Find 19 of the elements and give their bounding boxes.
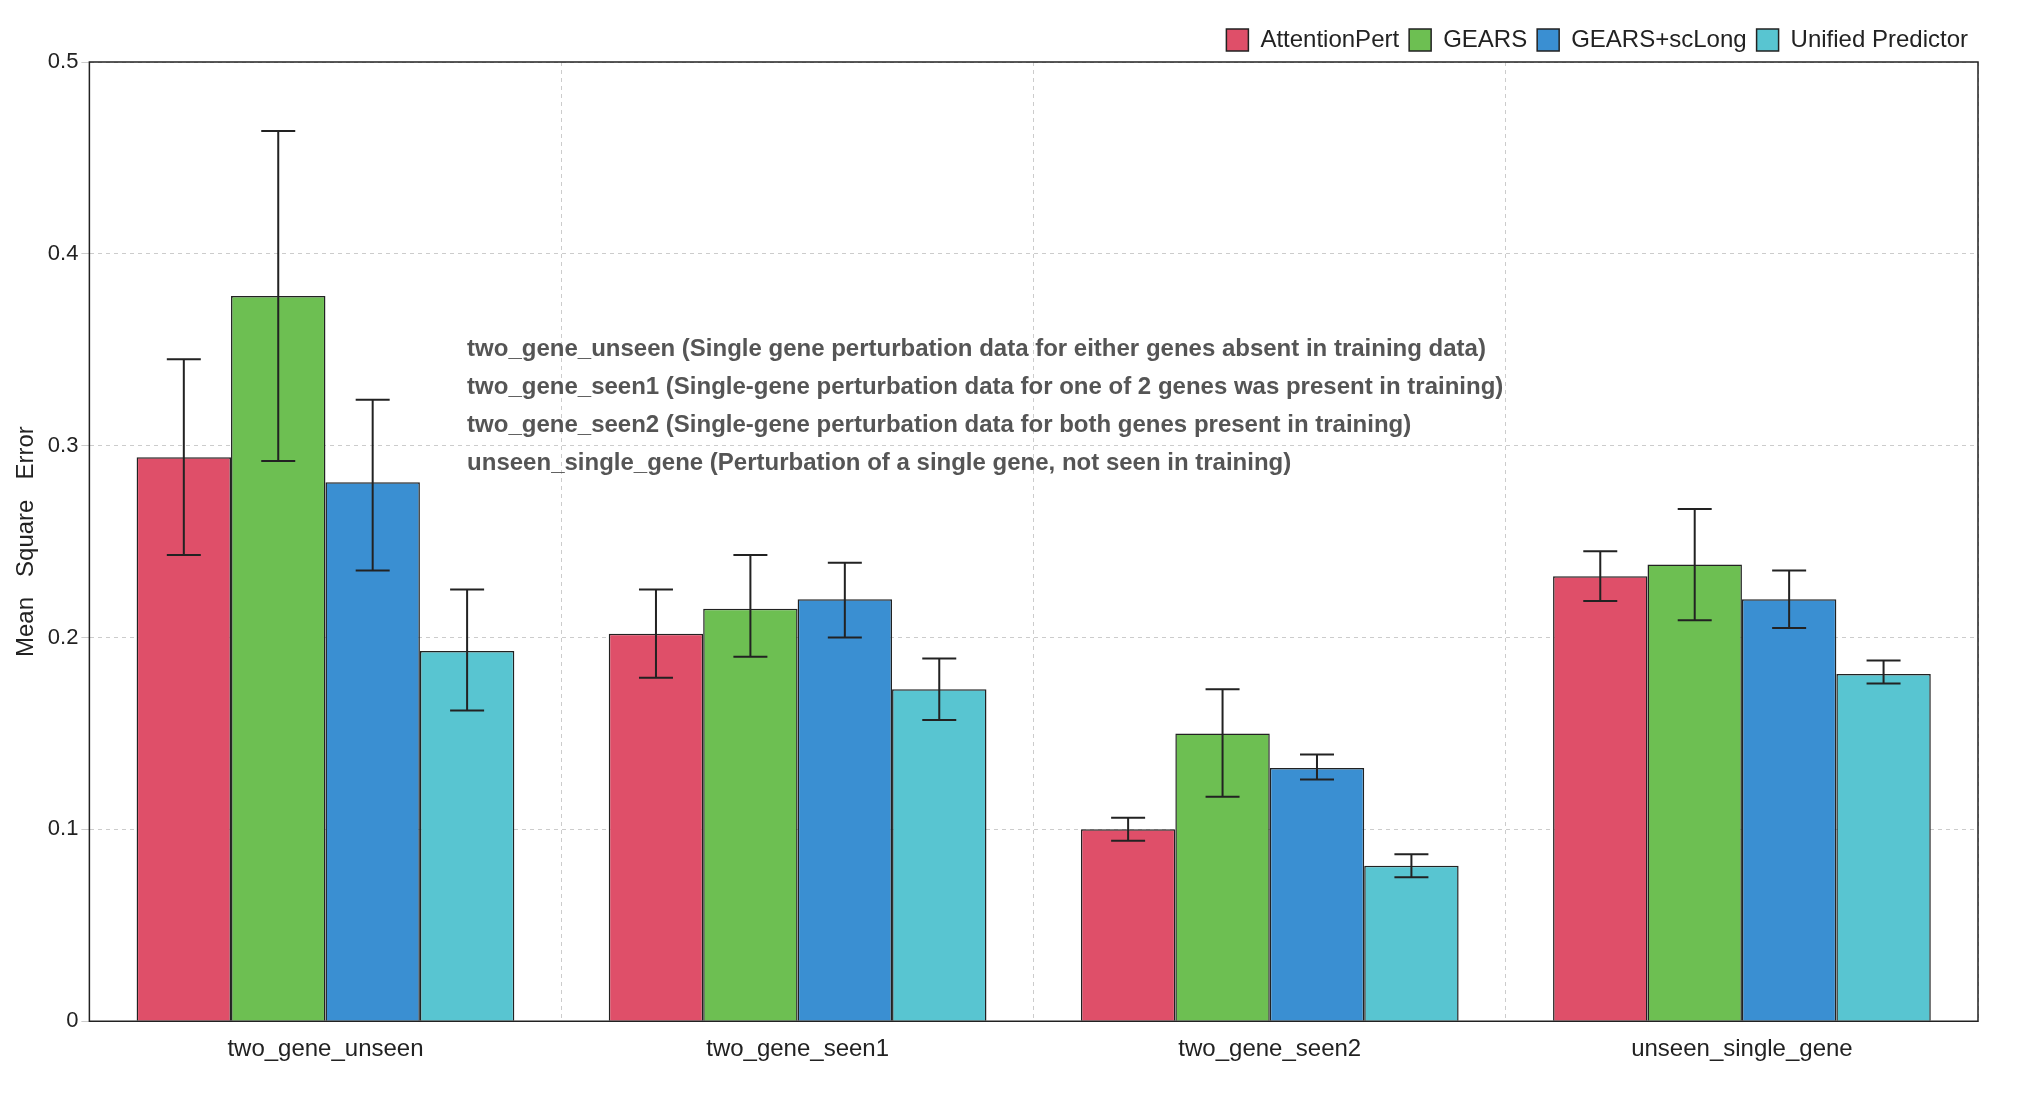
legend-label: GEARS: [1443, 24, 1528, 52]
x-tick-label: two_gene_unseen: [227, 1034, 424, 1062]
x-tick-label: two_gene_seen1: [706, 1034, 890, 1062]
annotation: two_gene_unseen (Single gene perturbation data for either genes absent in training data): [467, 334, 1486, 362]
annotation: two_gene_seen2 (Single-gene perturbation data for both genes present in training): [467, 410, 1412, 438]
x-tick-label: two_gene_seen2: [1178, 1034, 1362, 1062]
x-tick-label: unseen_single_gene: [1631, 1034, 1853, 1062]
legend-label: Unified Predictor: [1790, 24, 1969, 52]
legend-label: AttentionPert: [1260, 24, 1400, 52]
y-tick-label: 0.5: [47, 48, 79, 74]
legend-label: GEARS+scLong: [1571, 24, 1747, 52]
y-tick-label: 0.1: [47, 815, 79, 841]
y-tick-label: 0: [66, 1007, 79, 1033]
y-tick-label: 0.3: [47, 431, 79, 457]
y-axis-title: Mean Square Error: [11, 426, 39, 657]
annotation: two_gene_seen1 (Single-gene perturbation data for one of 2 genes was present in training): [467, 372, 1504, 400]
annotation: unseen_single_gene (Perturbation of a single gene, not seen in training): [467, 448, 1292, 476]
y-tick-label: 0.2: [47, 623, 79, 649]
y-tick-label: 0.4: [47, 239, 79, 265]
